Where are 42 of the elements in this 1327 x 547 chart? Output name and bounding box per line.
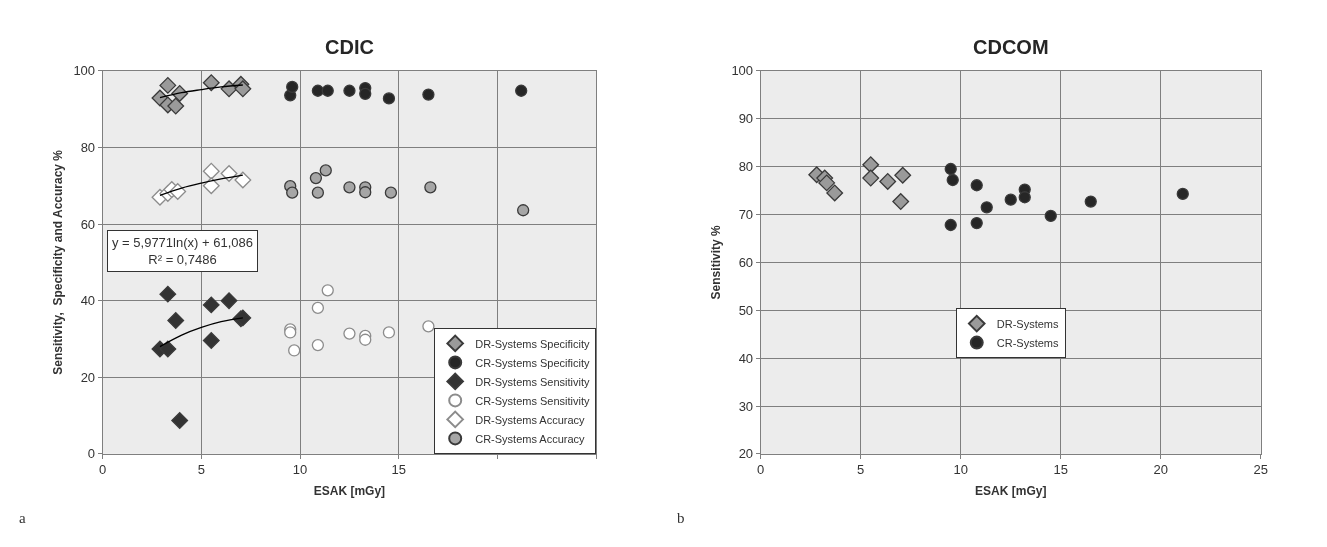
y-axis-title: Sensitivity % [708,225,723,300]
legend-label: CR-Systems Sensitivity [475,394,590,407]
chart-title: CDIC [325,36,374,58]
y-tick-label: 60 [80,216,96,232]
legend-label: DR-Systems Accuracy [475,413,586,426]
y-tick-label: 100 [73,63,96,79]
legend-label: CR-Systems Accuracy [475,432,586,445]
y-tick-label: 60 [738,254,754,270]
y-tick-label: 20 [80,369,96,385]
y-tick-label: 0 [87,446,96,462]
legend-label: DR-Systems [996,317,1059,330]
legend-label: DR-Systems Sensitivity [475,375,590,388]
y-tick-label: 30 [738,398,754,414]
y-tick-label: 80 [738,159,754,175]
y-tick-label: 50 [738,302,754,318]
y-axis-title: Sensitivity, Specificity and Accuracy % [50,149,65,375]
x-tick-label: 20 [1153,462,1168,478]
legend-label: DR-Systems Specificity [475,337,590,350]
x-tick-label: 0 [99,462,107,478]
x-axis-title: ESAK [mGy] [313,484,386,499]
y-tick-label: 40 [80,293,96,309]
text: b [677,510,685,526]
x-tick-label: 5 [857,462,865,478]
y-tick-label: 20 [738,446,754,462]
x-axis-title: ESAK [mGy] [975,484,1047,499]
x-tick-label: 15 [1053,462,1068,478]
y-tick-label: 80 [80,140,96,155]
x-tick-label: 0 [757,462,765,478]
x-tick-label: 25 [1253,462,1269,478]
x-tick-label: 15 [391,462,407,478]
legend-label: CR-Systems [996,336,1059,349]
text: a [19,510,26,526]
x-tick-label: 5 [197,462,206,478]
annotation: y = 5,9771ln(x) + 61,086 R² = 0,7486 [112,235,253,267]
legend-label: CR-Systems Specificity [475,356,590,369]
x-tick-label: 10 [292,462,308,478]
y-tick-label: 70 [738,207,754,223]
y-tick-label: 40 [738,350,754,366]
x-tick-label: 10 [953,462,968,478]
y-tick-label: 90 [738,111,754,127]
chart-title: CDCOM [973,36,1049,58]
y-tick-label: 100 [731,63,754,79]
